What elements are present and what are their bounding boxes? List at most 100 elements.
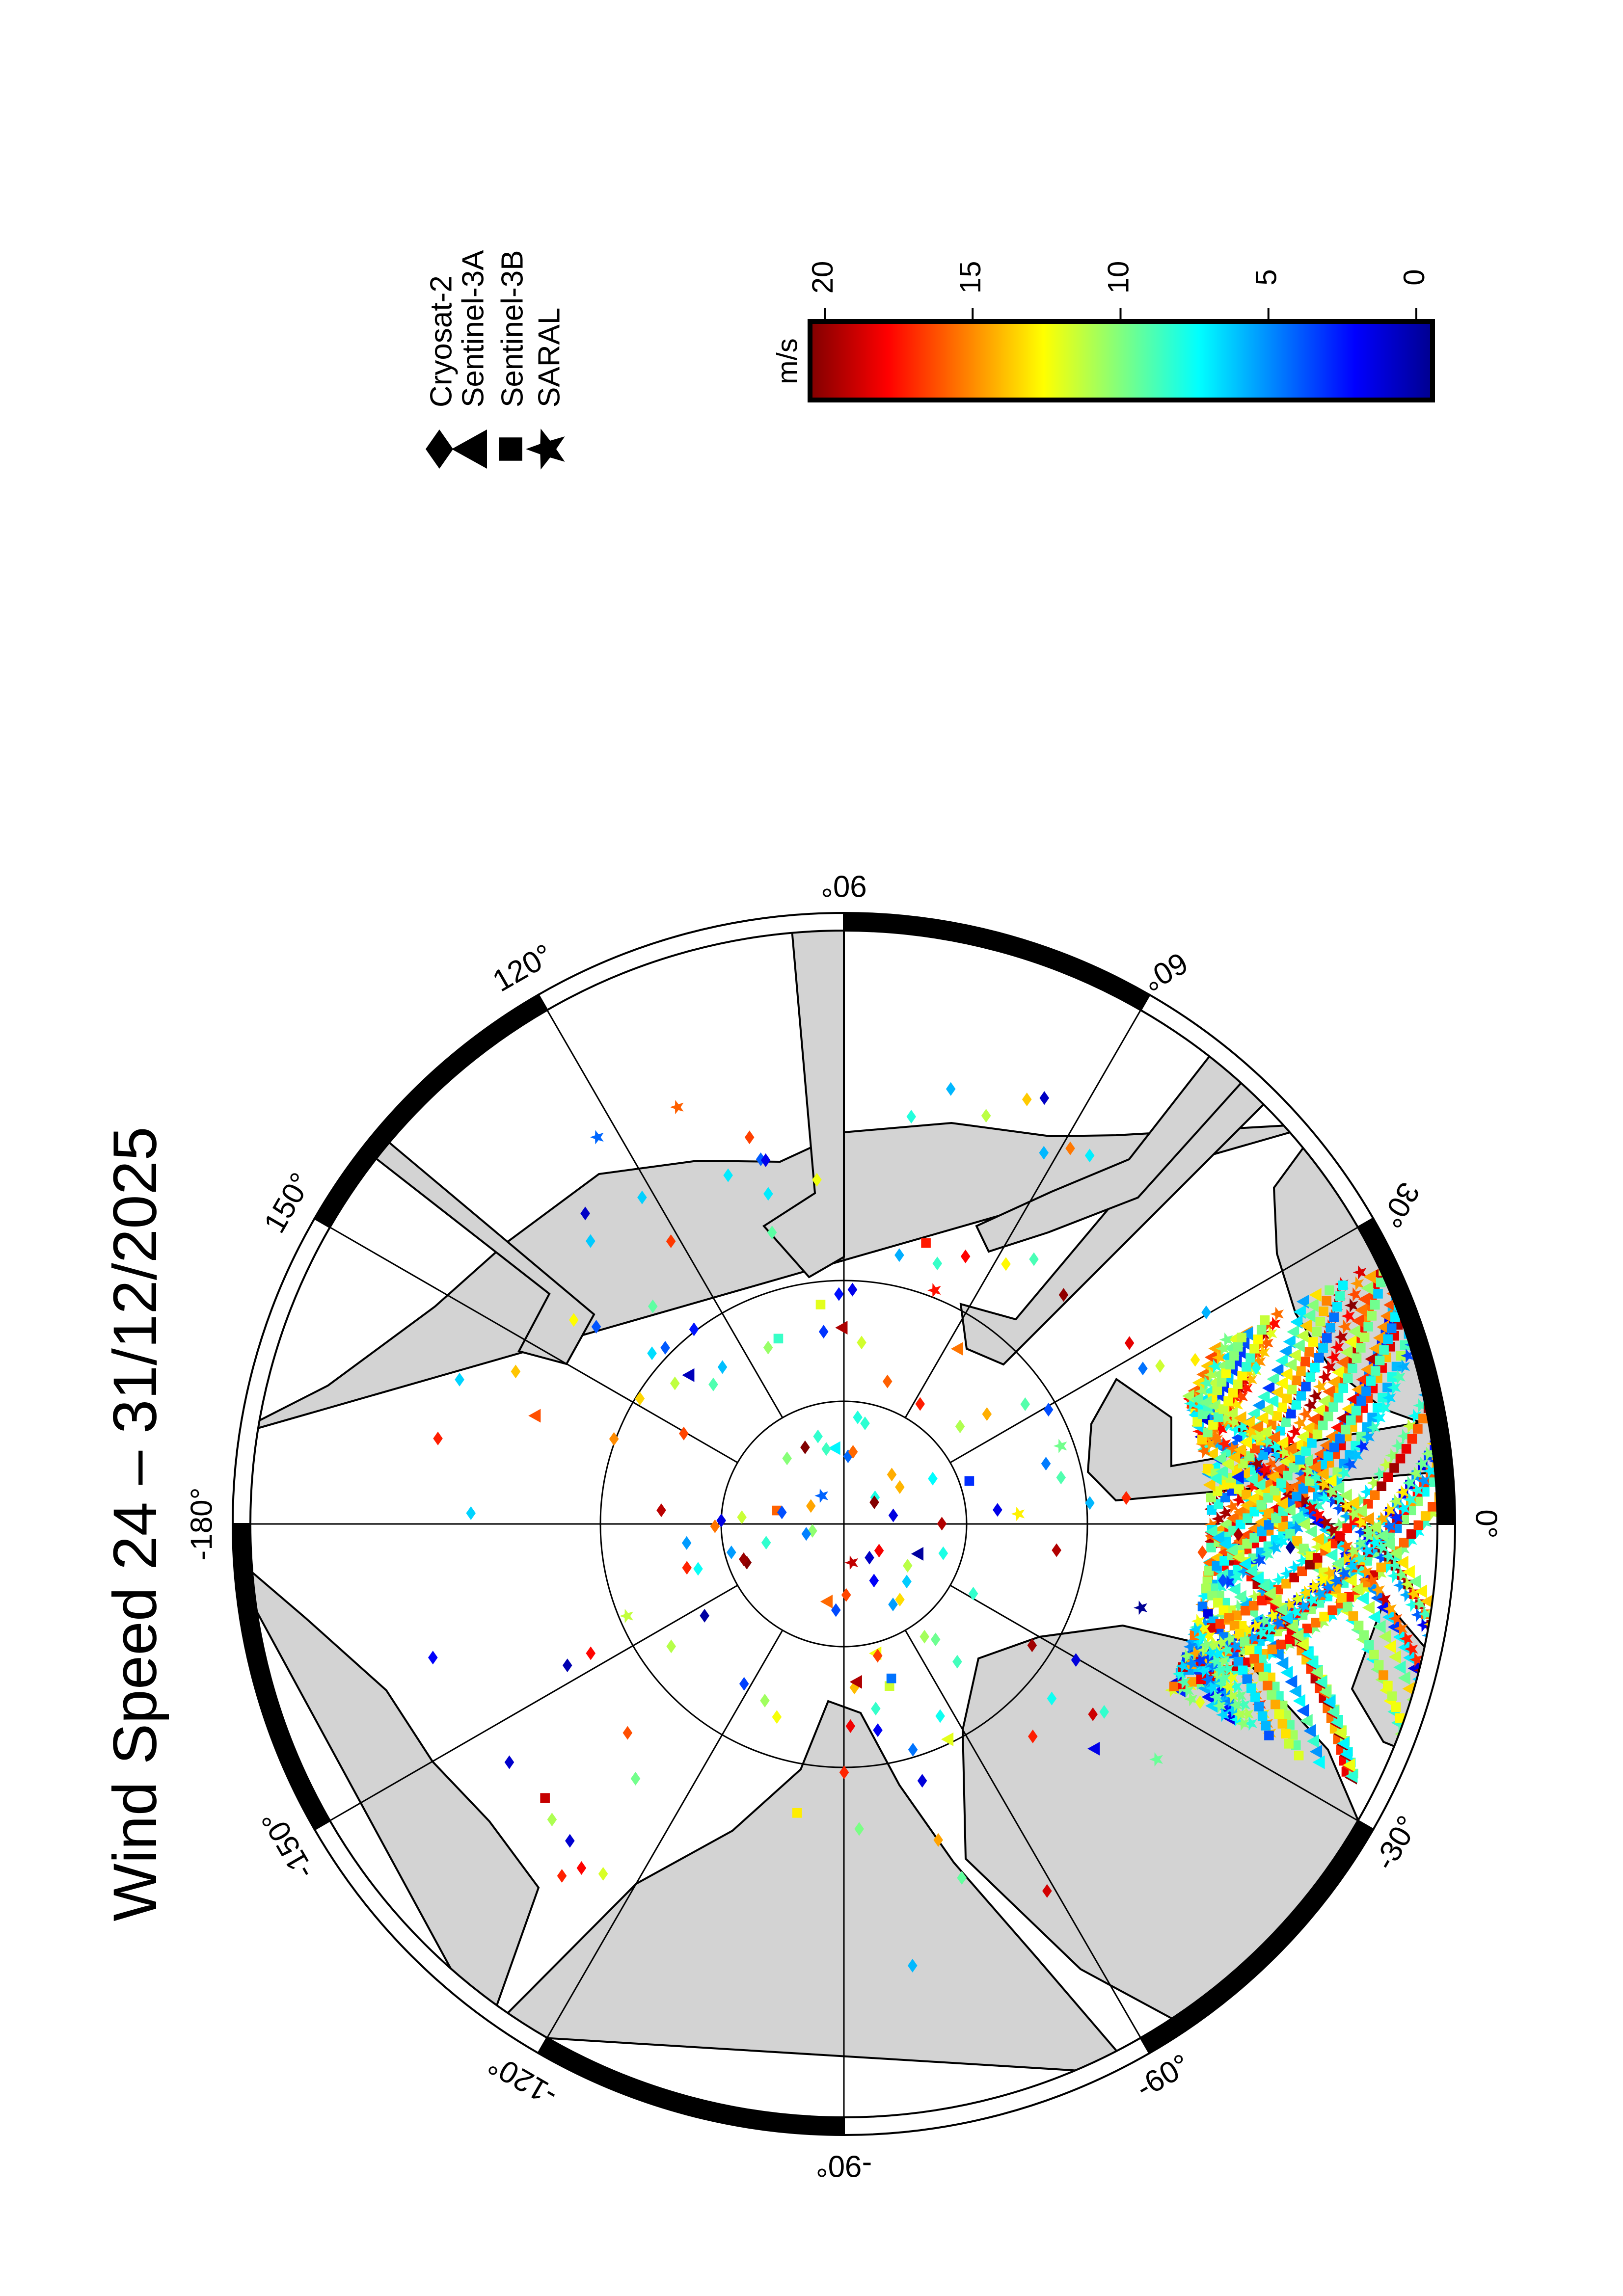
observation-point — [1393, 1630, 1406, 1644]
observation-point — [1267, 1419, 1277, 1429]
observation-point — [1345, 1769, 1358, 1783]
observation-point — [1262, 1381, 1275, 1395]
observation-point — [528, 1409, 541, 1423]
observation-point — [1299, 1544, 1309, 1553]
observation-point — [801, 1527, 812, 1541]
observation-point — [1332, 1501, 1346, 1516]
observation-point — [1277, 1719, 1288, 1729]
observation-point — [1332, 1481, 1345, 1495]
observation-point — [1472, 1393, 1482, 1403]
observation-point — [1391, 1702, 1401, 1712]
observation-point — [1454, 1383, 1467, 1397]
observation-point — [1456, 1420, 1465, 1430]
observation-point — [1218, 1505, 1232, 1520]
observation-point — [839, 1765, 849, 1780]
observation-point — [1290, 1521, 1304, 1535]
observation-point — [1418, 1515, 1432, 1530]
observation-point — [1257, 1711, 1268, 1721]
observation-point — [1197, 1589, 1211, 1603]
observation-point — [1286, 1409, 1296, 1418]
observation-point — [1237, 1333, 1246, 1343]
observation-point — [547, 1813, 557, 1827]
observation-point — [1276, 1478, 1286, 1488]
observation-point — [1356, 1372, 1369, 1387]
colorbar-tick-label: 20 — [806, 261, 839, 294]
observation-point — [1423, 1464, 1436, 1478]
observation-point — [869, 1574, 879, 1588]
observation-point — [1434, 1719, 1437, 1734]
observation-point — [1285, 1540, 1296, 1554]
observation-point — [1228, 1450, 1241, 1465]
observation-point — [1309, 1744, 1323, 1759]
observation-point — [1396, 1555, 1408, 1570]
observation-point — [935, 1709, 945, 1723]
observation-point — [1427, 1256, 1437, 1271]
observation-point — [1271, 1363, 1284, 1377]
observation-point — [831, 1603, 841, 1617]
observation-point — [1400, 1340, 1410, 1350]
observation-point — [1388, 1611, 1403, 1626]
observation-point — [1349, 1448, 1363, 1463]
observation-point — [1370, 1366, 1380, 1376]
observation-point — [1377, 1400, 1391, 1415]
observation-point — [1471, 1431, 1481, 1441]
observation-point — [1298, 1585, 1313, 1600]
observation-point — [1237, 1564, 1251, 1579]
observation-point — [1414, 1584, 1428, 1599]
observation-point — [637, 1190, 647, 1204]
observation-point — [1350, 1582, 1363, 1597]
observation-point — [1371, 1591, 1383, 1605]
observation-point — [1353, 1515, 1368, 1529]
observation-point — [1257, 1596, 1267, 1605]
observation-point — [562, 1658, 572, 1673]
observation-point — [1234, 1484, 1244, 1494]
observation-point — [586, 1234, 595, 1248]
observation-point — [1304, 1506, 1318, 1521]
observation-point — [1383, 1472, 1393, 1482]
observation-point — [609, 1432, 619, 1446]
observation-point — [1289, 1463, 1299, 1473]
wind-speed-colorbar: m/s 20 15 10 5 0 — [771, 261, 1435, 402]
observation-point — [1238, 1665, 1248, 1676]
observation-point — [1300, 1357, 1310, 1366]
observation-point — [1346, 1501, 1360, 1516]
observation-point — [1053, 1439, 1067, 1453]
observation-point — [1087, 1741, 1100, 1756]
observation-point — [1296, 1294, 1309, 1308]
observation-point — [844, 1555, 859, 1570]
observation-point — [1239, 1381, 1253, 1396]
meridian-line — [949, 1227, 1358, 1464]
observation-point — [886, 1673, 896, 1683]
observation-point — [726, 1545, 736, 1559]
observation-point — [1382, 1610, 1395, 1624]
observation-point — [773, 1334, 784, 1344]
observation-point — [1249, 1343, 1259, 1354]
observation-point — [1428, 1717, 1437, 1731]
observation-point — [1242, 1490, 1251, 1500]
observation-point — [1347, 1287, 1361, 1302]
observation-point — [1198, 1616, 1212, 1631]
observation-point — [1272, 1642, 1286, 1657]
legend-label: Sentinel-3A — [456, 250, 490, 407]
legend-label: SARAL — [532, 308, 566, 407]
observation-point — [1315, 1573, 1329, 1587]
observation-point — [670, 1376, 680, 1390]
observation-point — [1309, 1470, 1323, 1485]
observation-point — [1241, 1657, 1251, 1667]
observation-point — [1372, 1411, 1386, 1425]
observation-point — [1212, 1350, 1226, 1365]
observation-point — [1239, 1435, 1252, 1449]
observation-point — [1214, 1451, 1226, 1466]
observation-point — [1448, 1308, 1461, 1323]
observation-point — [1332, 1517, 1347, 1532]
observation-point — [1350, 1276, 1364, 1291]
observation-point — [1242, 1362, 1251, 1372]
observation-point — [1351, 1441, 1360, 1451]
observation-point — [1184, 1396, 1198, 1411]
observation-point — [1332, 1467, 1342, 1477]
observation-point — [869, 1495, 879, 1509]
observation-point — [1351, 1406, 1361, 1416]
observation-point — [1220, 1598, 1230, 1608]
observation-point — [1207, 1590, 1217, 1601]
observation-point — [1451, 1336, 1461, 1346]
